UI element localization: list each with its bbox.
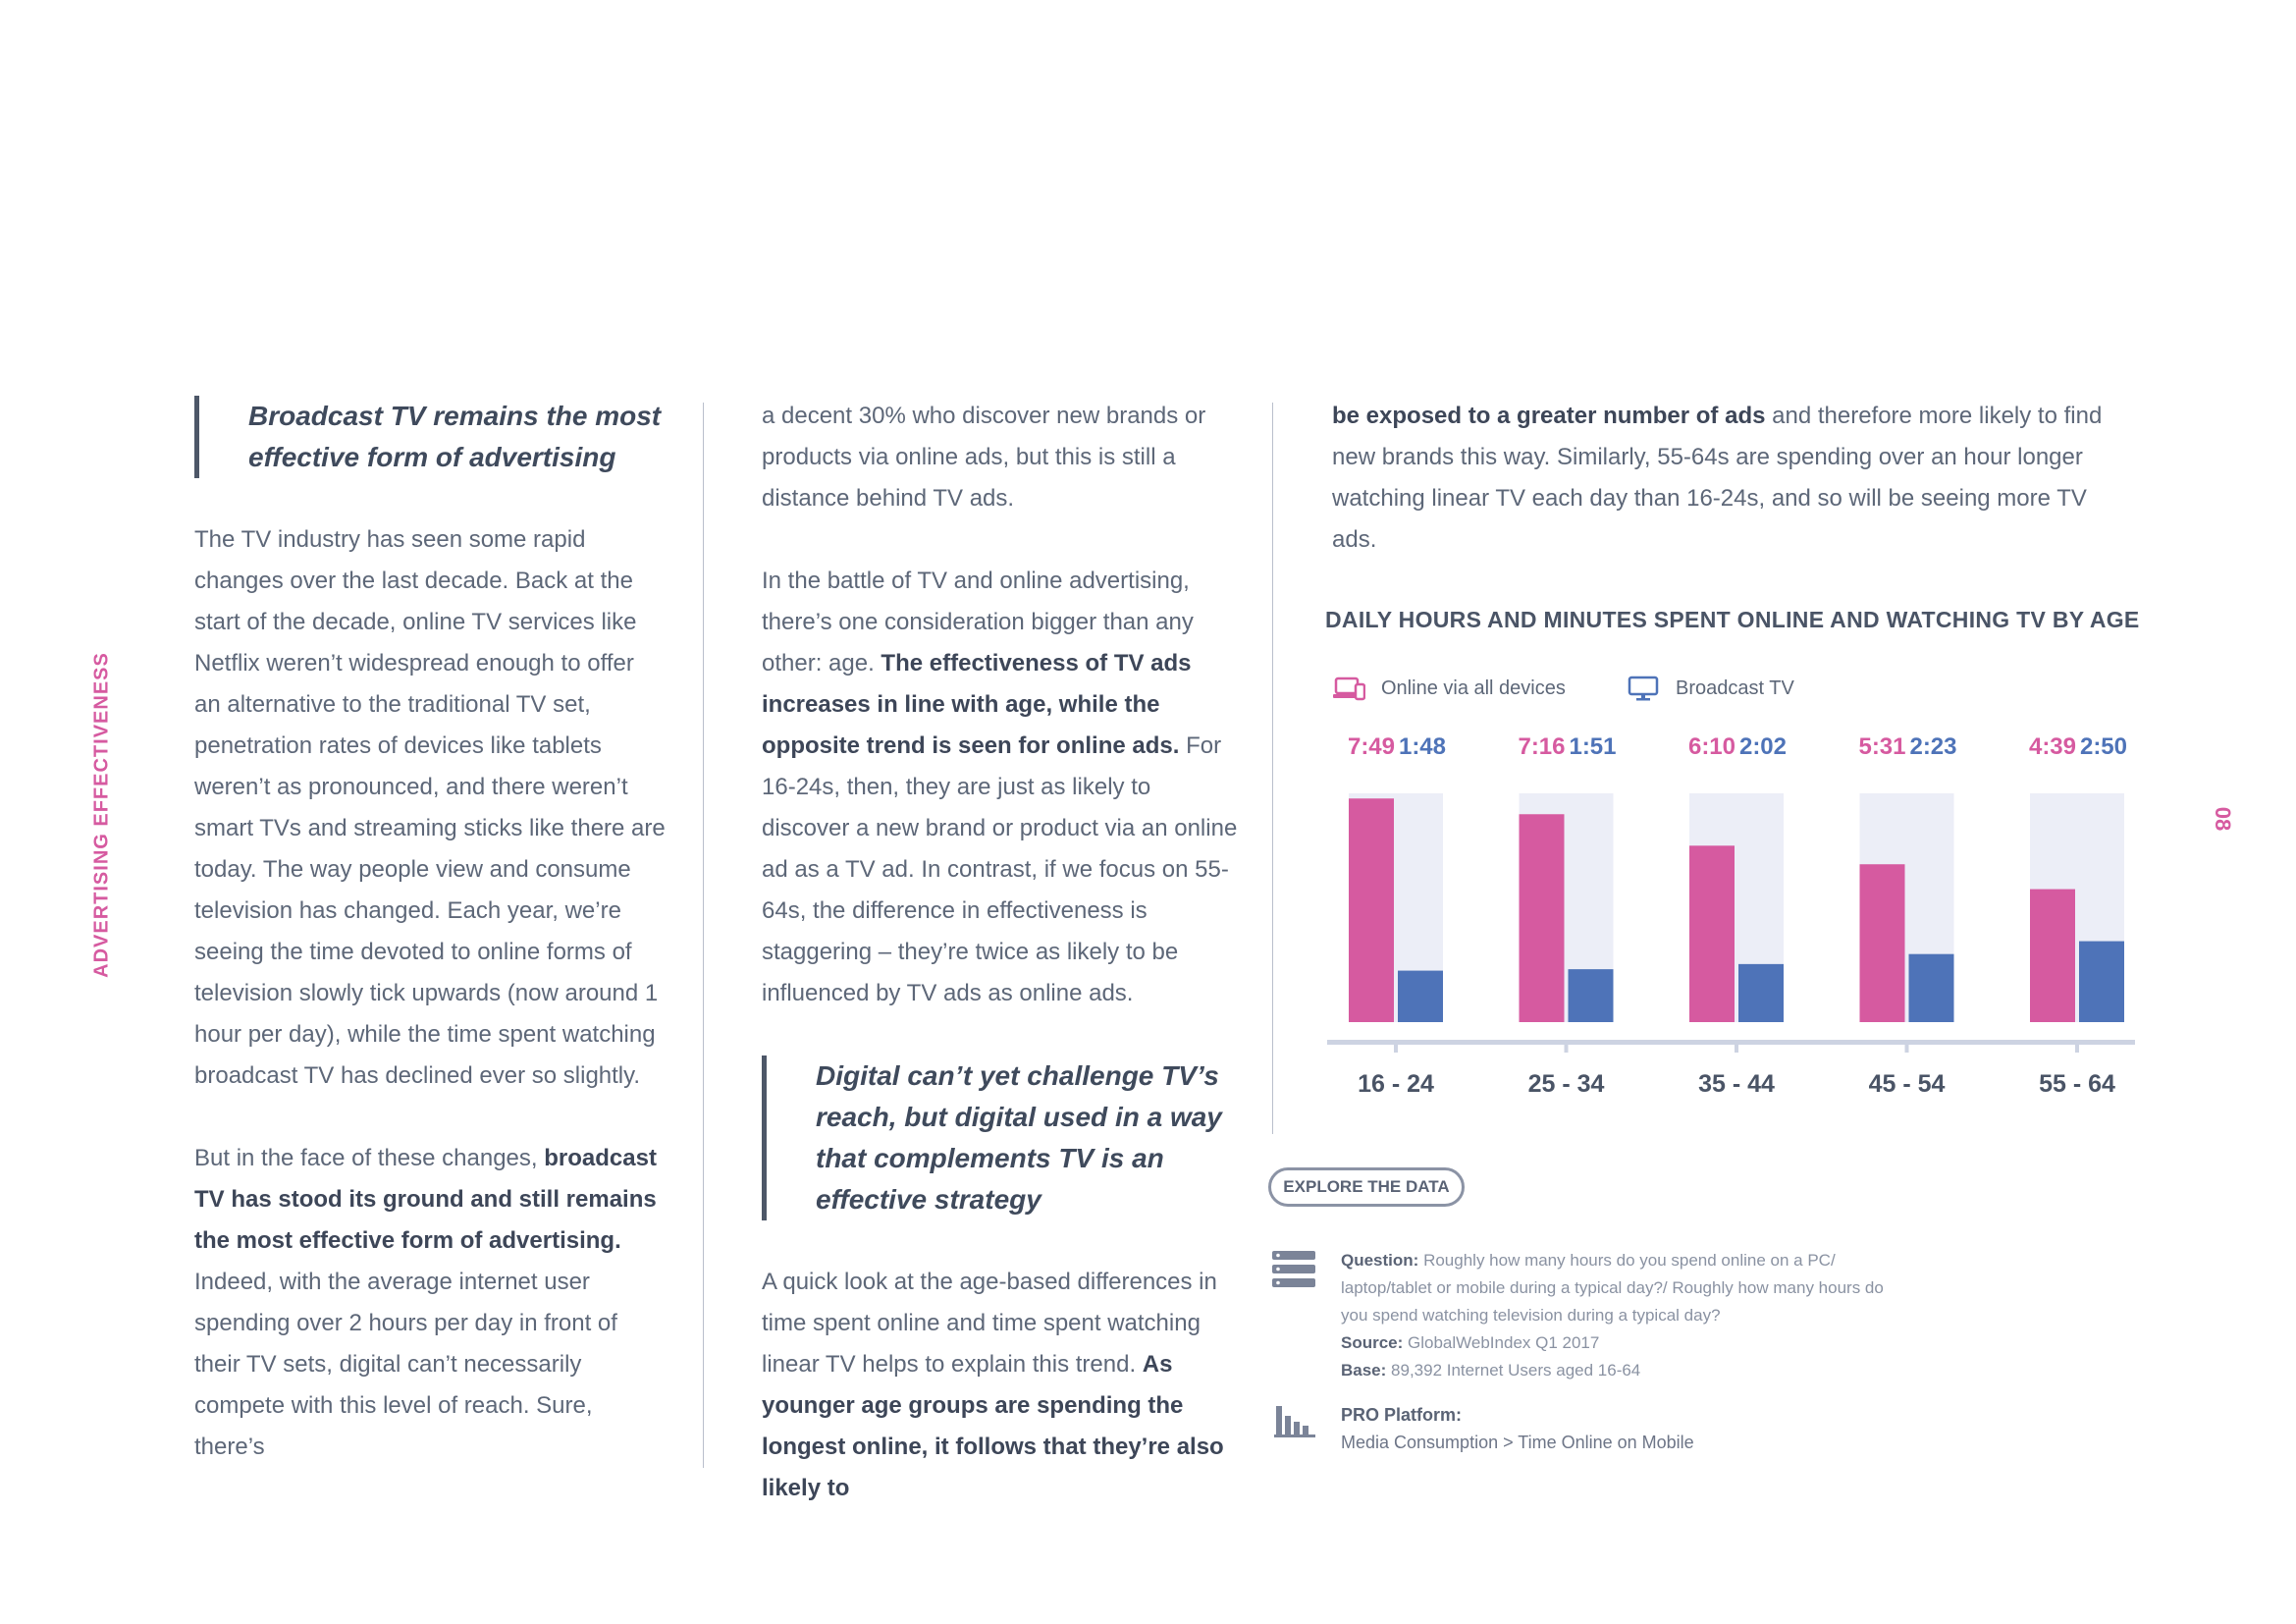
bar-chart-icon bbox=[1274, 1406, 1315, 1437]
bar-tv bbox=[1568, 969, 1614, 1022]
legend-item-online: Online via all devices bbox=[1332, 674, 1566, 703]
data-label: 6:10 bbox=[1687, 733, 1736, 760]
category-label: 16 - 24 bbox=[1358, 1070, 1434, 1098]
highlight-text: The effectiveness of TV ads increases in… bbox=[762, 650, 1192, 759]
pro-platform-label: PRO Platform: bbox=[1341, 1405, 1463, 1425]
section-side-label: ADVERTISING EFFECTIVENESS bbox=[90, 652, 113, 978]
bar-tv bbox=[1908, 953, 1954, 1022]
pull-quote: Broadcast TV remains the most effective … bbox=[194, 396, 666, 478]
data-label: 7:16 bbox=[1518, 733, 1566, 760]
body-paragraph: In the battle of TV and online advertisi… bbox=[762, 568, 1238, 1006]
body-paragraph: be exposed to a greater number of ads an… bbox=[1332, 403, 2103, 553]
bar-tv bbox=[2079, 941, 2124, 1022]
server-icon bbox=[1272, 1251, 1315, 1287]
data-label: 2:50 bbox=[2079, 733, 2128, 760]
data-label: 2:23 bbox=[1909, 733, 1957, 760]
data-label: 1:51 bbox=[1569, 733, 1617, 760]
column-3: be exposed to a greater number of ads an… bbox=[1332, 396, 2117, 602]
bar-online bbox=[2030, 889, 2075, 1022]
column-1: Broadcast TV remains the most effective … bbox=[194, 396, 666, 1509]
bar-online bbox=[1689, 845, 1735, 1022]
category-label: 35 - 44 bbox=[1698, 1070, 1775, 1098]
data-label: 4:39 bbox=[2028, 733, 2077, 760]
legend-label: Online via all devices bbox=[1381, 677, 1566, 699]
bar-background bbox=[1519, 793, 1614, 1022]
body-paragraph: a decent 30% who discover new brands or … bbox=[762, 403, 1206, 512]
devices-icon bbox=[1333, 677, 1365, 701]
x-axis-tick bbox=[1904, 1044, 1909, 1053]
bar-background bbox=[1859, 793, 1954, 1022]
column-2: a decent 30% who discover new brands or … bbox=[762, 396, 1238, 1550]
tv-icon bbox=[1628, 676, 1659, 701]
highlight-text: As younger age groups are spending the l… bbox=[762, 1351, 1224, 1501]
x-axis-line bbox=[1327, 1040, 2135, 1045]
category-label: 55 - 64 bbox=[2039, 1070, 2115, 1098]
x-axis-tick bbox=[2075, 1044, 2079, 1053]
highlight-text: broadcast TV has stood its ground and st… bbox=[194, 1145, 657, 1254]
data-label: 5:31 bbox=[1858, 733, 1906, 760]
bar-online bbox=[1859, 864, 1905, 1022]
pro-platform-link[interactable]: Media Consumption > Time Online on Mobil… bbox=[1341, 1433, 1694, 1452]
category-label: 45 - 54 bbox=[1868, 1070, 1946, 1098]
bar-tv bbox=[1738, 963, 1784, 1022]
pro-platform-note: PRO Platform: Media Consumption > Time O… bbox=[1341, 1401, 1891, 1456]
data-label: 7:49 bbox=[1347, 733, 1396, 760]
question-note: Question: Roughly how many hours do you … bbox=[1341, 1251, 1884, 1325]
base-note: Base: 89,392 Internet Users aged 16-64 bbox=[1341, 1361, 1641, 1380]
bar-background bbox=[1689, 793, 1784, 1022]
body-paragraph: The TV industry has seen some rapid chan… bbox=[194, 526, 666, 1089]
legend-item-tv: Broadcast TV bbox=[1627, 674, 1794, 703]
category-label: 25 - 34 bbox=[1527, 1070, 1605, 1098]
bar-background bbox=[2030, 793, 2124, 1022]
page-number: 08 bbox=[2211, 806, 2235, 832]
pull-quote: Digital can’t yet challenge TV’s reach, … bbox=[762, 1056, 1238, 1220]
explore-data-button[interactable]: EXPLORE THE DATA bbox=[1268, 1167, 1465, 1207]
body-paragraph: A quick look at the age-based difference… bbox=[762, 1269, 1224, 1501]
bar-online bbox=[1349, 798, 1394, 1022]
chart-notes: Question: Roughly how many hours do you … bbox=[1341, 1247, 1891, 1384]
highlight-text: be exposed to a greater number of ads bbox=[1332, 403, 1766, 429]
column-divider bbox=[1272, 403, 1273, 1134]
chart-title: DAILY HOURS AND MINUTES SPENT ONLINE AND… bbox=[1325, 607, 2140, 632]
legend-label: Broadcast TV bbox=[1676, 677, 1794, 699]
column-divider bbox=[703, 403, 704, 1468]
x-axis-tick bbox=[1735, 1044, 1738, 1053]
bar-online bbox=[1519, 814, 1565, 1022]
bar-background bbox=[1349, 793, 1443, 1022]
data-label: 2:02 bbox=[1738, 733, 1788, 760]
source-note: Source: GlobalWebIndex Q1 2017 bbox=[1341, 1333, 1600, 1352]
x-axis-tick bbox=[1394, 1044, 1398, 1053]
data-label: 1:48 bbox=[1398, 733, 1447, 760]
body-paragraph: But in the face of these changes, broadc… bbox=[194, 1145, 657, 1460]
bar-tv bbox=[1398, 970, 1443, 1022]
x-axis-tick bbox=[1564, 1044, 1569, 1053]
